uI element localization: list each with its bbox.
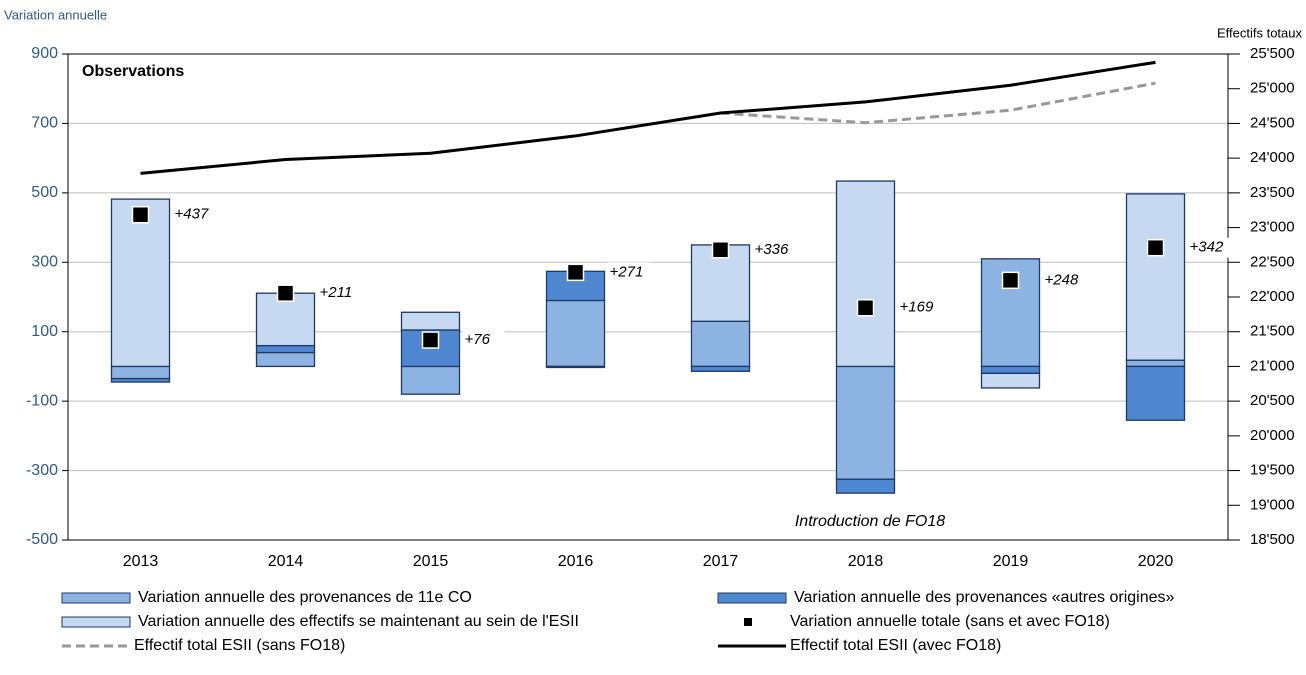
legend-swatch: [61, 592, 131, 604]
legend-swatch: [717, 592, 787, 604]
y2-axis-title: Effectifs totaux: [1217, 25, 1303, 40]
total-marker: [856, 299, 875, 317]
x-tick-label: 2013: [123, 553, 159, 570]
total-label: +211: [320, 284, 353, 301]
y2-tick-label: 20'500: [1250, 392, 1295, 409]
y-tick-label: 500: [31, 184, 58, 201]
y2-tick-label: 22'000: [1250, 288, 1295, 305]
y2-tick-label: 23'000: [1250, 219, 1295, 236]
y2-tick-label: 21'500: [1250, 323, 1295, 340]
legend-label: Effectif total ESII (avec FO18): [790, 637, 1001, 654]
bar-segment: [1125, 359, 1186, 368]
bar-segment: [835, 365, 896, 480]
total-marker: [276, 284, 295, 302]
total-label: +248: [1045, 271, 1079, 288]
label-bg: [1042, 270, 1085, 291]
total-label: +169: [900, 299, 934, 316]
y-tick-label: 900: [31, 45, 58, 62]
bar-segment: [255, 344, 316, 354]
y-axis-title: Variation annuelle: [4, 7, 107, 22]
plot: [68, 53, 1228, 541]
legend-swatch: [61, 616, 131, 628]
bar-segment: [690, 365, 751, 372]
bar-segment: [110, 377, 171, 383]
y2-tick-label: 18'500: [1250, 531, 1295, 548]
bar-segment: [400, 365, 461, 395]
bar-segment: [835, 478, 896, 494]
label-bg: [462, 330, 505, 351]
y2-tick-label: 25'000: [1250, 80, 1295, 97]
y2-tick-label: 19'000: [1250, 496, 1295, 513]
y-tick-label: -500: [26, 531, 58, 548]
total-marker: [711, 241, 730, 259]
y2-tick-label: 24'000: [1250, 149, 1295, 166]
legend-label: Variation annuelle totale (sans et avec …: [790, 613, 1110, 630]
y2-tick-label: 19'500: [1250, 462, 1295, 479]
bar-segment: [690, 320, 751, 368]
y-tick-label: 700: [31, 115, 58, 132]
y2-tick-label: 21'000: [1250, 357, 1295, 374]
bar-segment: [400, 311, 461, 331]
total-marker: [131, 205, 150, 224]
x-tick-label: 2019: [993, 553, 1029, 570]
x-tick-label: 2016: [558, 553, 594, 570]
y2-tick-label: 22'500: [1250, 253, 1295, 270]
legend-label: Variation annuelle des provenances de 11…: [138, 589, 472, 606]
panel-label: Observations: [82, 63, 184, 80]
x-tick-label: 2017: [703, 553, 739, 570]
legend-swatch: [744, 618, 752, 626]
bar-segment: [980, 372, 1041, 389]
bar-segment: [110, 198, 171, 368]
line-series: [140, 60, 1156, 175]
total-label: +336: [755, 241, 789, 258]
total-label: +342: [1190, 239, 1224, 256]
total-marker: [1001, 271, 1020, 290]
bar-segment: [835, 180, 896, 368]
x-tick-label: 2020: [1138, 553, 1174, 570]
line-series: [720, 81, 1156, 125]
y2-tick-label: 23'500: [1250, 184, 1295, 201]
bar-segment: [1125, 365, 1186, 421]
plot-frame: [67, 53, 1229, 541]
total-label: +76: [465, 331, 491, 348]
overlay: -500 -300 -100 100 300 500 700 900 18'500 19'000 1…: [26, 45, 1295, 654]
y-tick-label: -100: [26, 392, 58, 409]
y2-tick-label: 20'000: [1250, 427, 1295, 444]
legend-label: Variation annuelle des provenances «autr…: [794, 589, 1175, 606]
bar-segment: [1125, 193, 1186, 361]
total-marker: [566, 263, 585, 282]
bar-segment: [980, 365, 1041, 375]
x-tick-label: 2018: [848, 553, 884, 570]
label-bg: [897, 297, 940, 318]
total-label: +437: [175, 206, 209, 223]
label-bg: [752, 239, 795, 260]
bar-segment: [545, 299, 606, 368]
total-marker: [421, 331, 440, 349]
label-bg: [1187, 237, 1230, 258]
y2-tick-label: 25'500: [1250, 45, 1295, 62]
y-tick-label: 300: [31, 254, 58, 271]
label-bg: [607, 262, 650, 283]
bar-segment: [255, 351, 316, 368]
x-tick-label: 2015: [413, 553, 449, 570]
y-tick-label: -300: [26, 462, 58, 479]
label-bg: [172, 204, 215, 225]
legend-label: Effectif total ESII (sans FO18): [134, 637, 345, 654]
total-marker: [1146, 238, 1165, 257]
bar-segment: [545, 365, 606, 369]
bar-segment: [110, 365, 171, 380]
x-tick-label: 2014: [268, 553, 304, 570]
total-label: +271: [610, 263, 644, 280]
y2-tick-label: 24'500: [1250, 114, 1295, 131]
y-tick-label: 100: [31, 323, 58, 340]
legend-label: Variation annuelle des effectifs se main…: [138, 613, 579, 630]
annotation: Introduction de FO18: [795, 513, 945, 530]
label-bg: [317, 283, 360, 304]
